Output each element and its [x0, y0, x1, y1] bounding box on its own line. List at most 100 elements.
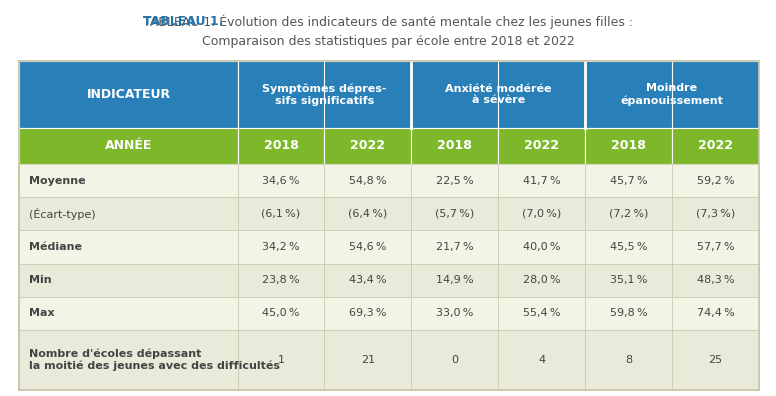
Bar [324, 330, 411, 390]
Text: 45,7 %: 45,7 % [610, 176, 647, 186]
Bar [237, 230, 324, 264]
Bar [19, 330, 237, 390]
Text: 41,7 %: 41,7 % [523, 176, 560, 186]
Bar [498, 128, 585, 164]
Text: Min: Min [29, 275, 51, 285]
Text: 1: 1 [278, 355, 285, 365]
Bar [237, 330, 324, 390]
Bar [324, 128, 411, 164]
Text: (7,3 %): (7,3 %) [696, 209, 735, 219]
Text: 54,6 %: 54,6 % [349, 242, 386, 252]
Bar [411, 197, 498, 230]
Bar [237, 197, 324, 230]
Bar [19, 297, 237, 330]
Text: 48,3 %: 48,3 % [697, 275, 734, 285]
Bar [672, 264, 759, 297]
Bar [585, 61, 759, 128]
Bar [324, 297, 411, 330]
Bar [672, 128, 759, 164]
Text: 25: 25 [708, 355, 722, 365]
Bar [19, 61, 759, 390]
Text: Moyenne: Moyenne [29, 176, 85, 186]
Bar [19, 61, 237, 128]
Bar [498, 164, 585, 197]
Text: 2022: 2022 [698, 139, 733, 152]
Text: 45,0 %: 45,0 % [262, 308, 300, 318]
Bar [585, 264, 672, 297]
Bar [237, 61, 411, 128]
Bar [585, 128, 672, 164]
Text: 35,1 %: 35,1 % [610, 275, 647, 285]
Bar [498, 197, 585, 230]
Bar [19, 230, 237, 264]
Bar [411, 61, 585, 128]
Text: (6,4 %): (6,4 %) [348, 209, 387, 219]
Text: TABLEAU 1.: TABLEAU 1. [143, 15, 223, 28]
Bar [19, 264, 237, 297]
Bar [585, 330, 672, 390]
Bar [411, 128, 498, 164]
Text: 34,2 %: 34,2 % [262, 242, 300, 252]
Bar [19, 128, 237, 164]
Text: 0: 0 [452, 355, 459, 365]
Text: 33,0 %: 33,0 % [436, 308, 473, 318]
Bar [672, 164, 759, 197]
Text: 8: 8 [625, 355, 632, 365]
Bar [585, 297, 672, 330]
Bar [237, 164, 324, 197]
Text: 59,8 %: 59,8 % [610, 308, 647, 318]
Bar [585, 164, 672, 197]
Text: 34,6 %: 34,6 % [262, 176, 300, 186]
Text: 4: 4 [538, 355, 546, 365]
Bar [19, 164, 237, 197]
Text: 23,8 %: 23,8 % [262, 275, 300, 285]
Bar [411, 264, 498, 297]
Text: 69,3 %: 69,3 % [349, 308, 386, 318]
Bar [237, 297, 324, 330]
Text: 43,4 %: 43,4 % [349, 275, 386, 285]
Bar [672, 297, 759, 330]
Text: TABLEAU 1. Évolution des indicateurs de santé mentale chez les jeunes filles :: TABLEAU 1. Évolution des indicateurs de … [143, 15, 633, 29]
Text: 2022: 2022 [525, 139, 559, 152]
Text: 45,5 %: 45,5 % [610, 242, 647, 252]
Text: 21,7 %: 21,7 % [436, 242, 473, 252]
Text: INDICATEUR: INDICATEUR [86, 88, 171, 101]
Bar [672, 197, 759, 230]
Text: 74,4 %: 74,4 % [697, 308, 734, 318]
Text: (Écart-type): (Écart-type) [29, 208, 95, 220]
Text: Nombre d'écoles dépassant
la moitié des jeunes avec des difficultés: Nombre d'écoles dépassant la moitié des … [29, 349, 279, 371]
Text: 57,7 %: 57,7 % [697, 242, 734, 252]
Text: 59,2 %: 59,2 % [697, 176, 734, 186]
Text: Moindre
épanouissement: Moindre épanouissement [621, 84, 723, 106]
Text: 28,0 %: 28,0 % [523, 275, 560, 285]
Bar [237, 264, 324, 297]
Bar [585, 197, 672, 230]
Bar [411, 297, 498, 330]
Bar [498, 330, 585, 390]
Text: Max: Max [29, 308, 54, 318]
Bar [498, 264, 585, 297]
Text: (7,0 %): (7,0 %) [522, 209, 561, 219]
Text: Médiane: Médiane [29, 242, 81, 252]
Bar [324, 264, 411, 297]
Bar [19, 61, 759, 390]
Text: Symptômes dépres-
sifs significatifs: Symptômes dépres- sifs significatifs [262, 84, 386, 106]
Text: 14,9 %: 14,9 % [436, 275, 473, 285]
Text: 2018: 2018 [438, 139, 473, 152]
Bar [498, 230, 585, 264]
Text: 55,4 %: 55,4 % [523, 308, 560, 318]
Text: ANNÉE: ANNÉE [105, 139, 152, 152]
Text: (5,7 %): (5,7 %) [435, 209, 474, 219]
Bar [237, 128, 324, 164]
Bar [411, 164, 498, 197]
Text: 40,0 %: 40,0 % [523, 242, 560, 252]
Text: 2022: 2022 [351, 139, 386, 152]
Bar [411, 230, 498, 264]
Text: 2018: 2018 [611, 139, 646, 152]
Bar [19, 197, 237, 230]
Text: 54,8 %: 54,8 % [349, 176, 386, 186]
Bar [324, 230, 411, 264]
Bar [498, 297, 585, 330]
Text: (7,2 %): (7,2 %) [609, 209, 648, 219]
Text: 21: 21 [361, 355, 375, 365]
